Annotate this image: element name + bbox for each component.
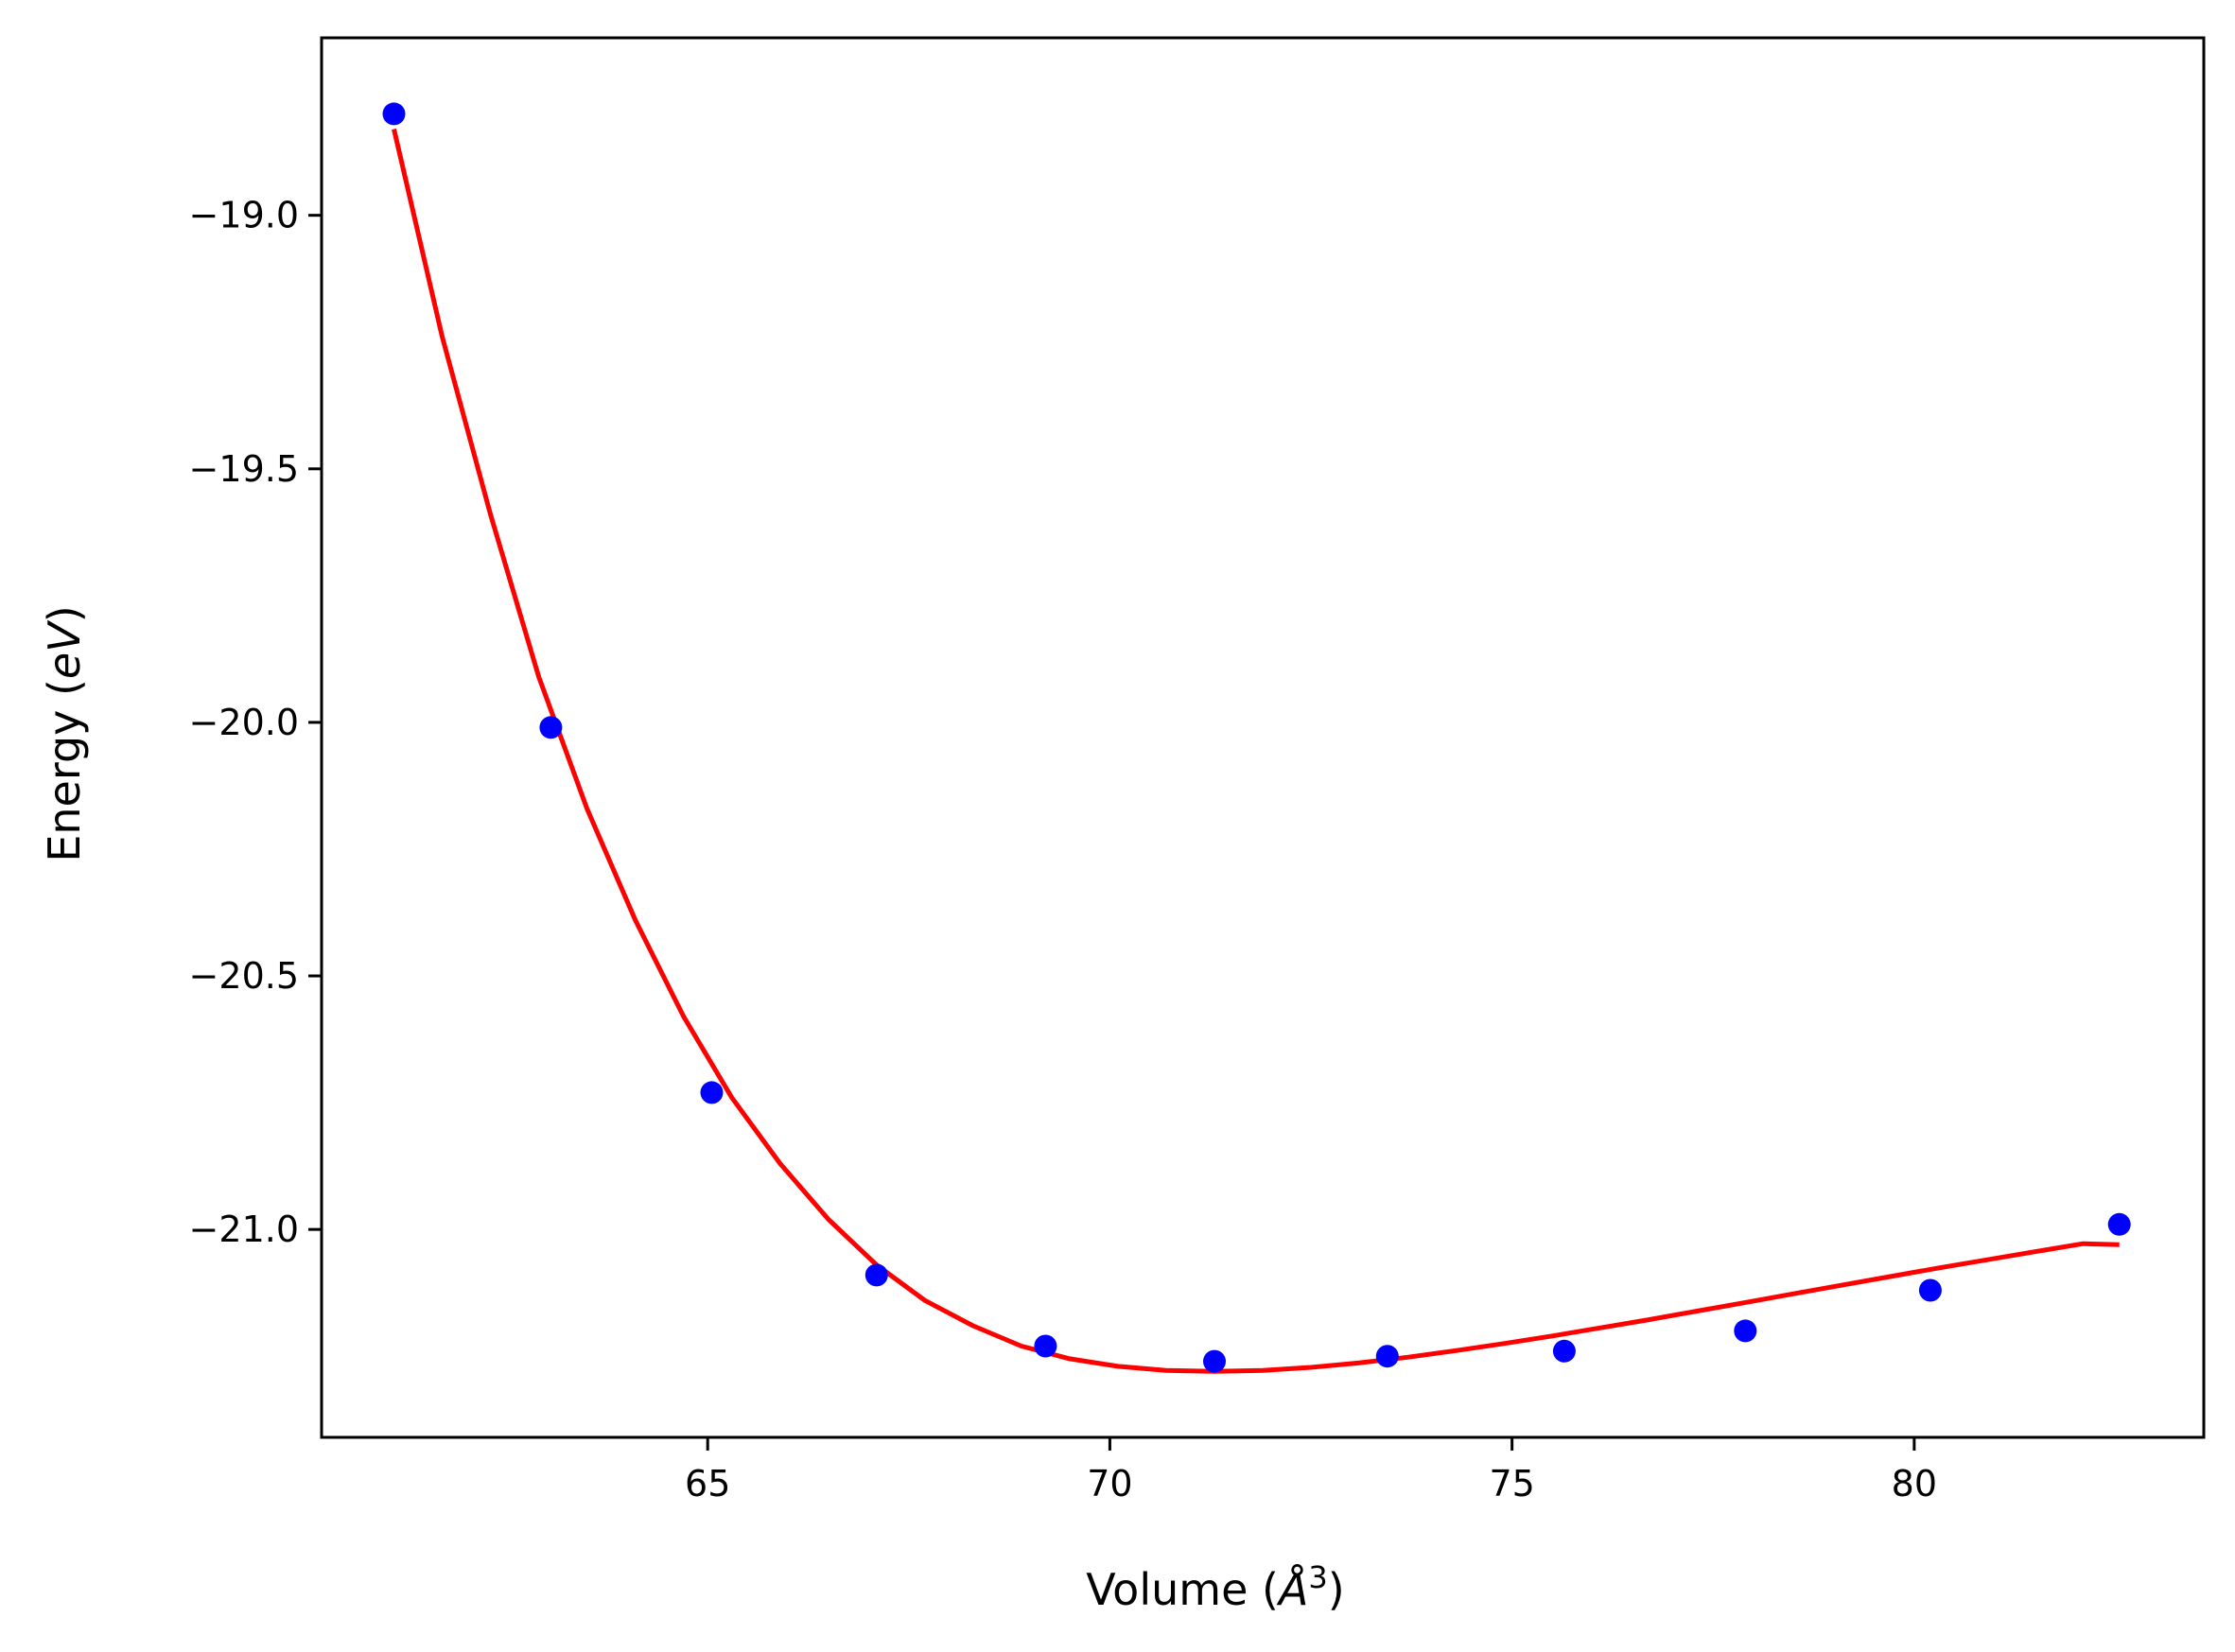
x-axis-label-symbol: Å (1276, 1564, 1308, 1615)
data-point (1034, 1334, 1057, 1358)
data-point (1203, 1349, 1226, 1373)
y-axis-label-symbol: eV (39, 619, 90, 679)
data-point (700, 1081, 724, 1104)
data-point (1552, 1339, 1576, 1363)
y-axis-ticks: −19.0 −19.5 −20.0 −20.5 −21.0 (189, 195, 322, 1250)
x-tick-label: 80 (1892, 1463, 1937, 1504)
data-point (1375, 1345, 1399, 1368)
x-tick-label: 65 (685, 1463, 730, 1504)
x-axis-ticks: 65 70 75 80 (685, 1437, 1937, 1504)
plot-frame (320, 36, 2206, 1439)
data-point (1918, 1278, 1942, 1302)
y-tick-label: −21.0 (189, 1209, 299, 1250)
y-tick-label: −20.5 (189, 955, 299, 997)
data-points-layer (382, 102, 2131, 1373)
data-point (539, 716, 563, 739)
y-axis-label-main: Energy ( (39, 679, 90, 862)
data-point (864, 1263, 888, 1287)
x-axis-label-close: ) (1328, 1564, 1345, 1615)
y-axis-label: Energy (eV) (39, 605, 90, 861)
data-point (382, 102, 406, 126)
y-tick-label: −20.0 (189, 702, 299, 743)
fit-curve-line (392, 128, 2120, 1374)
y-tick-label: −19.5 (189, 448, 299, 490)
data-point (1734, 1319, 1757, 1343)
x-axis-label-superscript: 3 (1308, 1559, 1327, 1595)
y-axis-label-close: ) (39, 605, 90, 622)
x-axis-label: Volume (Å3) (1086, 1559, 1344, 1615)
x-axis-label-main: Volume ( (1086, 1564, 1279, 1615)
fit-curve-layer (392, 128, 2120, 1374)
x-tick-label: 75 (1489, 1463, 1534, 1504)
y-tick-label: −19.0 (189, 195, 299, 236)
data-point (2107, 1212, 2131, 1236)
x-tick-label: 70 (1087, 1463, 1132, 1504)
